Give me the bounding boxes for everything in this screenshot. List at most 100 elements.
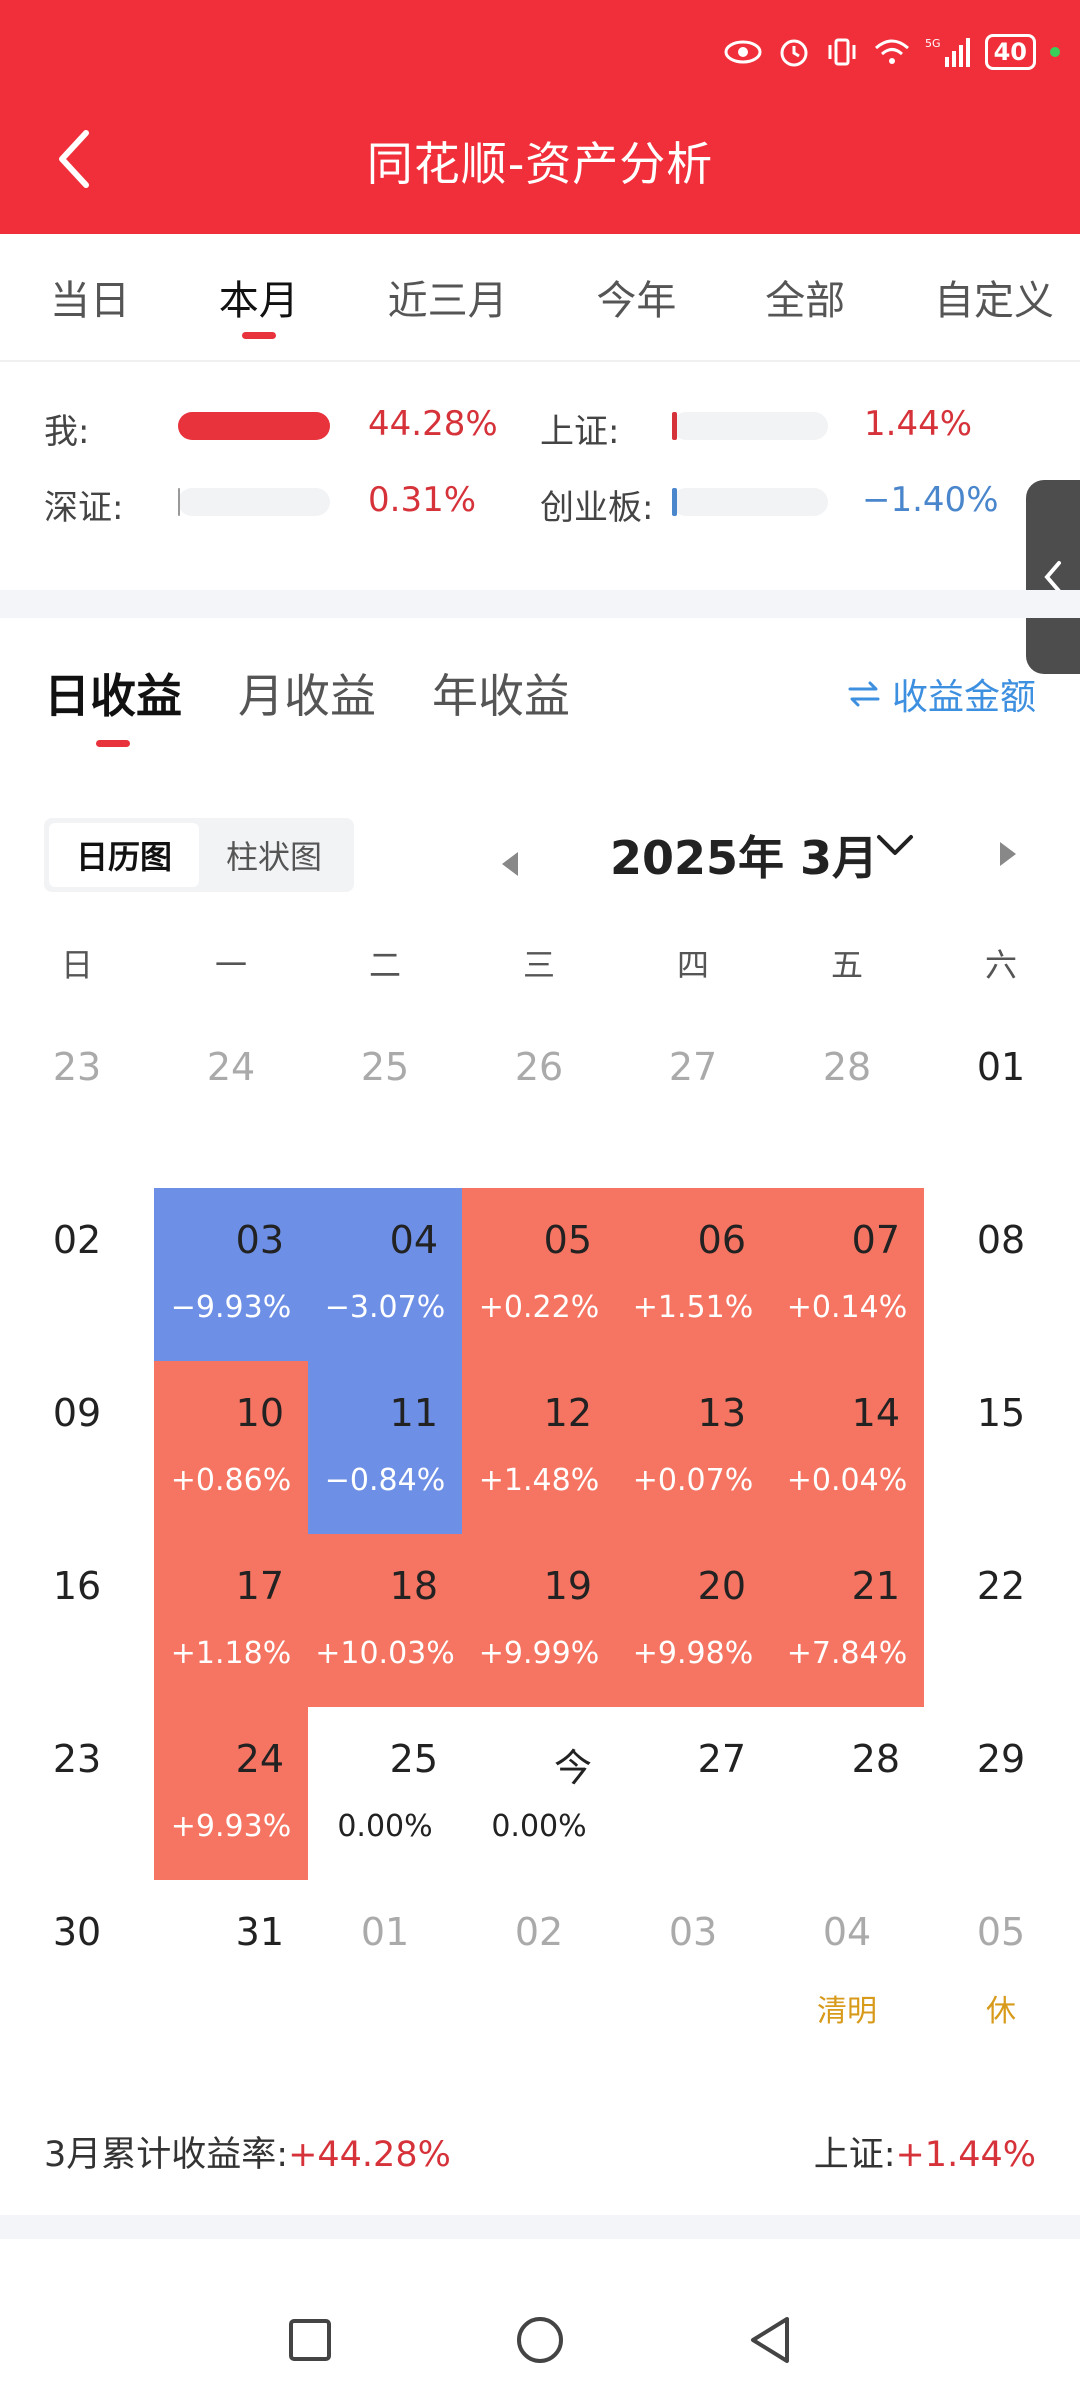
calendar-day-cell[interactable]: 22: [924, 1534, 1078, 1707]
calendar-day-cell[interactable]: 16: [0, 1534, 154, 1707]
calendar-day-number: 30: [52, 1910, 102, 1954]
calendar-day-cell[interactable]: 17 +1.18%: [154, 1534, 308, 1707]
calendar-day-cell[interactable]: 11 −0.84%: [308, 1361, 462, 1534]
tab-today[interactable]: 当日: [50, 278, 130, 324]
weekday-header: 日一二三四五六: [0, 940, 1080, 984]
calendar-day-cell[interactable]: 20 +9.98%: [616, 1534, 770, 1707]
calendar-day-cell[interactable]: 14 +0.04%: [770, 1361, 924, 1534]
calendar-day-number: 27: [668, 1045, 718, 1089]
calendar-day-cell[interactable]: 27: [616, 1015, 770, 1188]
prev-month-icon[interactable]: [502, 852, 518, 876]
compare-section: 我: 44.28% 上证: 1.44% 深证: 0.31% 创业板: −1.40…: [0, 364, 1080, 590]
status-bar: 5G 40: [723, 30, 1060, 74]
calendar-day-cell[interactable]: 06 +1.51%: [616, 1188, 770, 1361]
calendar-day-cell[interactable]: 23: [0, 1707, 154, 1880]
compare-label-me: 我:: [44, 412, 90, 452]
calendar-day-number: 21: [851, 1564, 900, 1608]
compare-bar-me: [178, 412, 330, 440]
weekday-label: 日: [60, 946, 93, 984]
tab-this-month[interactable]: 本月: [219, 233, 299, 361]
calendar-day-cell[interactable]: 24: [154, 1015, 308, 1188]
calendar-day-cell[interactable]: 27: [616, 1707, 770, 1880]
amount-toggle-button[interactable]: 收益金额: [848, 668, 1036, 720]
calendar-day-cell[interactable]: 05 休: [924, 1880, 1078, 2053]
holiday-note: 休: [986, 1994, 1016, 2029]
back-nav-button[interactable]: [730, 2300, 810, 2380]
calendar-day-cell[interactable]: 25 0.00%: [308, 1707, 462, 1880]
calendar-day-number: 28: [822, 1045, 872, 1089]
calendar-day-cell[interactable]: 02: [462, 1880, 616, 2053]
tab-this-year[interactable]: 今年: [596, 278, 677, 324]
tab-yearly-income[interactable]: 年收益: [432, 669, 570, 723]
weekday-label: 二: [368, 946, 401, 984]
compare-label-sh: 上证:: [540, 412, 620, 452]
calendar-day-cell[interactable]: 28: [770, 1015, 924, 1188]
calendar-day-cell[interactable]: 25: [308, 1015, 462, 1188]
calendar-day-cell[interactable]: 03 −9.93%: [154, 1188, 308, 1361]
tab-custom[interactable]: 自定义: [933, 278, 1054, 324]
compare-fill-sh: [672, 412, 677, 440]
calendar-day-number: 08: [976, 1218, 1026, 1262]
calendar-day-number: 02: [52, 1218, 102, 1262]
bar-view-button[interactable]: 柱状图: [225, 838, 322, 876]
calendar-day-number: 06: [697, 1218, 746, 1262]
calendar-day-cell[interactable]: 04 −3.07%: [308, 1188, 462, 1361]
tab-monthly-income[interactable]: 月收益: [238, 669, 376, 723]
calendar-day-cell[interactable]: 19 +9.99%: [462, 1534, 616, 1707]
calendar-day-cell[interactable]: 23: [0, 1015, 154, 1188]
calendar-day-cell[interactable]: 30: [0, 1880, 154, 2053]
calendar-day-cell[interactable]: 29: [924, 1707, 1078, 1880]
weekday-label: 一: [214, 946, 247, 984]
tab-all[interactable]: 全部: [765, 278, 846, 324]
calendar-day-cell[interactable]: 01: [924, 1015, 1078, 1188]
calendar-day-cell[interactable]: 今 0.00%: [462, 1707, 616, 1880]
calendar-day-cell[interactable]: 03: [616, 1880, 770, 2053]
eye-icon: [723, 37, 763, 67]
calendar-day-cell[interactable]: 31: [154, 1880, 308, 2053]
back-button[interactable]: [44, 124, 104, 194]
calendar-day-cell[interactable]: 05 +0.22%: [462, 1188, 616, 1361]
battery-icon: 40: [984, 34, 1036, 70]
tab-daily-income[interactable]: 日收益: [44, 660, 182, 747]
page-title: 同花顺-资产分析: [366, 137, 714, 191]
calendar-day-number: 09: [52, 1391, 102, 1435]
month-label[interactable]: 2025年 3月: [610, 831, 879, 885]
recents-button[interactable]: [270, 2300, 350, 2380]
amount-toggle-label: 收益金额: [891, 677, 1036, 718]
calendar-day-return: 0.00%: [337, 1809, 433, 1844]
month-return-label: 3月累计收益率:: [44, 2135, 289, 2175]
home-button[interactable]: [500, 2300, 580, 2380]
month-dropdown-icon[interactable]: [875, 832, 915, 862]
calendar-day-return: +0.04%: [786, 1463, 908, 1498]
signal-5g-text: 5G: [925, 37, 941, 50]
calendar-day-return: +10.03%: [315, 1636, 455, 1671]
side-panel-handle[interactable]: [1026, 480, 1080, 674]
calendar-day-number: 17: [235, 1564, 284, 1608]
calendar-day-cell[interactable]: 07 +0.14%: [770, 1188, 924, 1361]
calendar-day-cell[interactable]: 02: [0, 1188, 154, 1361]
calendar-day-cell[interactable]: 08: [924, 1188, 1078, 1361]
calendar-day-cell[interactable]: 24 +9.93%: [154, 1707, 308, 1880]
calendar-day-cell[interactable]: 04 清明: [770, 1880, 924, 2053]
calendar-day-return: +7.84%: [786, 1636, 908, 1671]
calendar-view-button[interactable]: 日历图: [49, 823, 199, 887]
calendar-day-number: 24: [206, 1045, 256, 1089]
calendar-day-cell[interactable]: 28: [770, 1707, 924, 1880]
calendar-day-cell[interactable]: 13 +0.07%: [616, 1361, 770, 1534]
calendar-day-cell[interactable]: 15: [924, 1361, 1078, 1534]
tab-three-months[interactable]: 近三月: [387, 278, 508, 324]
calendar-day-cell[interactable]: 01: [308, 1880, 462, 2053]
calendar-day-number: 02: [514, 1910, 564, 1954]
calendar-day-number: 23: [52, 1737, 102, 1781]
next-month-icon[interactable]: [1000, 842, 1016, 866]
calendar-day-return: −3.07%: [324, 1290, 446, 1325]
calendar-day-return: −0.84%: [324, 1463, 446, 1498]
calendar-day-cell[interactable]: 09: [0, 1361, 154, 1534]
calendar-day-cell[interactable]: 26: [462, 1015, 616, 1188]
calendar-day-cell[interactable]: 18 +10.03%: [308, 1534, 462, 1707]
chart-type-toggle: 日历图 柱状图: [44, 818, 354, 892]
calendar-day-cell[interactable]: 21 +7.84%: [770, 1534, 924, 1707]
calendar-day-cell[interactable]: 10 +0.86%: [154, 1361, 308, 1534]
chevron-left-icon: [1044, 561, 1061, 593]
calendar-day-cell[interactable]: 12 +1.48%: [462, 1361, 616, 1534]
